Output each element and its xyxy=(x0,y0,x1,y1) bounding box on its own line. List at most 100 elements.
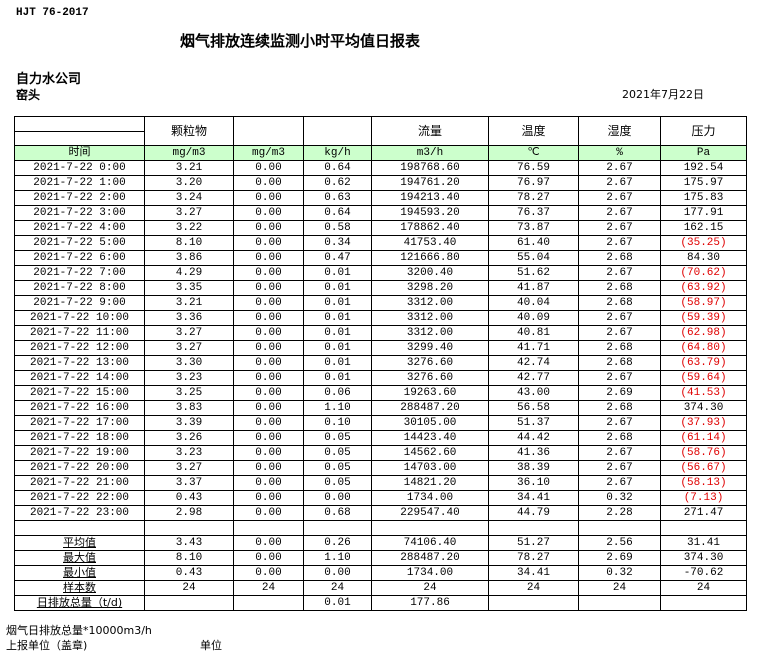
unit-cell: Pa xyxy=(660,145,747,161)
table-cell: 74106.40 xyxy=(371,535,489,551)
table-row: 2021-7-22 10:00 3.36 0.00 0.01 3312.00 40.09 2… xyxy=(14,310,747,326)
table-cell: 2021-7-22 20:00 xyxy=(14,460,145,476)
table-cell: 0.05 xyxy=(303,475,372,491)
table-row: 2021-7-22 7:00 4.29 0.00 0.01 3200.40 51.62 2.… xyxy=(14,265,747,281)
table-cell: 0.00 xyxy=(233,550,304,566)
table-cell: 0.00 xyxy=(233,295,304,311)
header-row: 颗粒物 流量 温度 湿度 压力 xyxy=(14,116,747,146)
table-cell: 0.00 xyxy=(233,160,304,176)
table-cell: 3.27 xyxy=(144,325,234,341)
table-cell: 8.10 xyxy=(144,550,234,566)
table-cell: 162.15 xyxy=(660,220,747,236)
table-cell xyxy=(14,520,145,536)
table-cell: 2.68 xyxy=(578,355,661,371)
table-cell: 61.40 xyxy=(488,235,579,251)
table-cell: 2.68 xyxy=(578,250,661,266)
standard-code: HJT 76-2017 xyxy=(16,7,89,19)
table-cell: 3.36 xyxy=(144,310,234,326)
table-cell: 175.83 xyxy=(660,190,747,206)
table-row: 2021-7-22 15:00 3.25 0.00 0.06 19263.60 43.00… xyxy=(14,385,747,401)
table-cell: 2021-7-22 18:00 xyxy=(14,430,145,446)
table-row: 2021-7-22 20:00 3.27 0.00 0.05 14703.00 38.39… xyxy=(14,460,747,476)
summary-row: 样本数 24 24 24 24 24 24 24 xyxy=(14,580,747,596)
table-cell: 2021-7-22 5:00 xyxy=(14,235,145,251)
table-cell: 3.27 xyxy=(144,340,234,356)
table-cell: 0.00 xyxy=(233,280,304,296)
table-cell: 3.22 xyxy=(144,220,234,236)
table-cell: 40.81 xyxy=(488,325,579,341)
table-cell: 2.67 xyxy=(578,415,661,431)
table-cell: 41.36 xyxy=(488,445,579,461)
table-cell: 0.63 xyxy=(303,190,372,206)
table-cell: 2.67 xyxy=(578,190,661,206)
table-cell: 3.39 xyxy=(144,415,234,431)
table-cell: 0.00 xyxy=(233,355,304,371)
table-cell: 40.04 xyxy=(488,295,579,311)
table-cell: 78.27 xyxy=(488,190,579,206)
table-cell: 0.00 xyxy=(233,415,304,431)
table-cell: 2021-7-22 12:00 xyxy=(14,340,145,356)
table-cell: 121666.80 xyxy=(371,250,489,266)
table-cell: 2.67 xyxy=(578,445,661,461)
table-cell: 0.01 xyxy=(303,295,372,311)
table-cell: 41753.40 xyxy=(371,235,489,251)
table-cell: 0.00 xyxy=(233,400,304,416)
table-cell: 43.00 xyxy=(488,385,579,401)
table-cell: 0.00 xyxy=(303,565,372,581)
table-cell: 2021-7-22 7:00 xyxy=(14,265,145,281)
page-title: 烟气排放连续监测小时平均值日报表 xyxy=(180,32,421,50)
table-cell: 0.00 xyxy=(233,220,304,236)
table-cell: 3.23 xyxy=(144,445,234,461)
table-cell: 41.87 xyxy=(488,280,579,296)
table-cell: 0.00 xyxy=(233,340,304,356)
table-cell: 样本数 xyxy=(14,580,145,596)
table-cell: 8.10 xyxy=(144,235,234,251)
table-cell: 24 xyxy=(303,580,372,596)
column-header: 颗粒物 xyxy=(144,116,234,146)
table-cell xyxy=(233,520,304,536)
table-cell: (56.67) xyxy=(660,460,747,476)
table-cell: 24 xyxy=(371,580,489,596)
table-cell: (59.64) xyxy=(660,370,747,386)
summary-row: 最小值 0.43 0.00 0.00 1734.00 34.41 0.32 -70.62 xyxy=(14,565,747,581)
table-cell: 2021-7-22 15:00 xyxy=(14,385,145,401)
table-cell: 2021-7-22 6:00 xyxy=(14,250,145,266)
table-cell: 24 xyxy=(660,580,747,596)
table-cell: 0.00 xyxy=(233,190,304,206)
table-cell: 0.05 xyxy=(303,430,372,446)
table-cell: 0.62 xyxy=(303,175,372,191)
table-cell: 3.43 xyxy=(144,535,234,551)
table-row: 2021-7-22 13:00 3.30 0.00 0.01 3276.60 42.74 2… xyxy=(14,355,747,371)
table-cell: (41.53) xyxy=(660,385,747,401)
table-cell: 2.69 xyxy=(578,385,661,401)
column-header: 压力 xyxy=(660,116,747,146)
table-cell: 2021-7-22 22:00 xyxy=(14,490,145,506)
table-cell: 3.25 xyxy=(144,385,234,401)
table-cell: 3.35 xyxy=(144,280,234,296)
table-cell: 30105.00 xyxy=(371,415,489,431)
table-cell: 19263.60 xyxy=(371,385,489,401)
table-cell: 177.91 xyxy=(660,205,747,221)
table-cell: 0.01 xyxy=(303,280,372,296)
table-cell xyxy=(578,520,661,536)
table-cell: 24 xyxy=(488,580,579,596)
table-cell: (58.97) xyxy=(660,295,747,311)
table-row: 2021-7-22 17:00 3.39 0.00 0.10 30105.00 51.37… xyxy=(14,415,747,431)
table-cell: 0.64 xyxy=(303,160,372,176)
table-cell: 56.58 xyxy=(488,400,579,416)
table-cell: 0.01 xyxy=(303,325,372,341)
table-row: 2021-7-22 3:00 3.27 0.00 0.64 194593.20 76.37… xyxy=(14,205,747,221)
table-cell: 2021-7-22 21:00 xyxy=(14,475,145,491)
table-cell: 3.21 xyxy=(144,160,234,176)
table-cell: 2.69 xyxy=(578,550,661,566)
table-row: 2021-7-22 12:00 3.27 0.00 0.01 3299.40 41.71 2… xyxy=(14,340,747,356)
table-cell: (62.98) xyxy=(660,325,747,341)
table-row: 2021-7-22 22:00 0.43 0.00 0.00 1734.00 34.41 0… xyxy=(14,490,747,506)
summary-row: 平均值 3.43 0.00 0.26 74106.40 51.27 2.56 31.41 xyxy=(14,535,747,551)
table-cell: 194593.20 xyxy=(371,205,489,221)
table-row: 2021-7-22 4:00 3.22 0.00 0.58 178862.40 73.87… xyxy=(14,220,747,236)
table-row: 2021-7-22 21:00 3.37 0.00 0.05 14821.20 36.10… xyxy=(14,475,747,491)
table-cell: 2.68 xyxy=(578,430,661,446)
table-cell xyxy=(371,520,489,536)
table-cell: (70.62) xyxy=(660,265,747,281)
